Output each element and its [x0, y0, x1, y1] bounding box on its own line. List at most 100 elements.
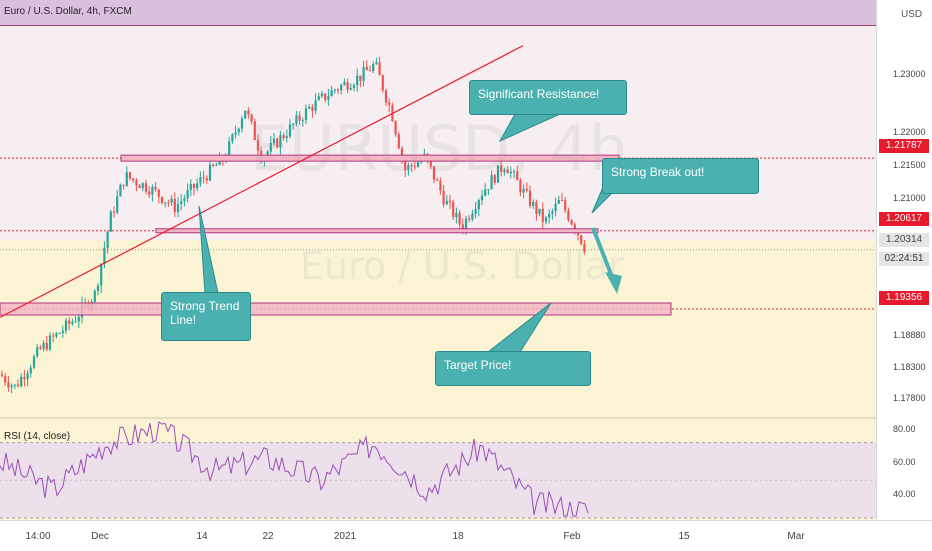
- candle-body: [176, 203, 180, 213]
- candle-body: [231, 134, 234, 142]
- candle-body: [20, 376, 23, 387]
- candle-body: [336, 89, 340, 91]
- candle-body: [493, 175, 496, 183]
- candles: [0, 56, 586, 394]
- candle-body: [340, 85, 343, 91]
- candle-body: [100, 263, 103, 286]
- candle-body: [468, 218, 471, 220]
- candle-body: [48, 335, 52, 350]
- candle-body: [186, 190, 189, 199]
- candle-body: [128, 172, 132, 179]
- candle-body: [212, 164, 215, 166]
- candle-body: [154, 186, 157, 190]
- candle-body: [484, 189, 487, 196]
- candle-body: [285, 136, 288, 139]
- callout-trend: Strong Trend Line!: [161, 292, 251, 341]
- candle-body: [141, 183, 144, 189]
- candle-body: [240, 118, 244, 129]
- candle-body: [381, 75, 384, 91]
- candle-body: [247, 110, 250, 115]
- candle-body: [208, 164, 212, 181]
- candle-body: [23, 376, 26, 380]
- candle-body: [215, 164, 218, 166]
- candle-body: [397, 134, 400, 149]
- time-tick: Mar: [787, 531, 805, 542]
- candle-body: [160, 196, 164, 203]
- time-tick: 14: [196, 531, 208, 542]
- candle-body: [199, 177, 202, 184]
- time-tick: 2021: [333, 531, 357, 542]
- candle-body: [119, 184, 122, 197]
- candle-body: [384, 90, 388, 103]
- candle-body: [64, 320, 68, 331]
- candle-body: [544, 217, 548, 222]
- rsi-tick: 80.00: [893, 424, 916, 434]
- candle-body: [276, 138, 279, 148]
- candle-body: [509, 171, 512, 174]
- candle-body: [445, 200, 448, 205]
- candle-body: [135, 180, 138, 186]
- candle-body: [487, 189, 490, 191]
- candle-body: [356, 75, 359, 86]
- candle-body: [71, 321, 74, 324]
- candle-body: [400, 148, 404, 159]
- candle-body: [106, 231, 109, 248]
- candle-body: [538, 208, 541, 214]
- candle-body: [320, 93, 324, 97]
- candle-body: [292, 123, 295, 125]
- candle-body: [564, 200, 567, 211]
- trend-line: [0, 45, 524, 318]
- candle-body: [525, 188, 528, 191]
- candle-body: [557, 199, 560, 204]
- candle-body: [228, 141, 231, 159]
- price-tag-breakout: 1.20617: [879, 212, 929, 226]
- candle-body: [132, 178, 135, 181]
- candle-body: [189, 183, 192, 191]
- candle-body: [52, 335, 55, 337]
- candle-body: [480, 195, 484, 201]
- target-arrow: [591, 227, 616, 283]
- candle-body: [7, 382, 10, 388]
- candle-body: [378, 62, 381, 76]
- candle-body: [170, 198, 173, 203]
- candle-body: [125, 172, 128, 186]
- candle-body: [279, 135, 282, 148]
- candle-body: [474, 209, 477, 214]
- candle-body: [535, 201, 538, 214]
- price-tick: 1.18880: [893, 330, 926, 340]
- candle-body: [359, 75, 362, 81]
- candle-body: [282, 135, 285, 139]
- candle-body: [404, 158, 407, 171]
- candle-body: [196, 183, 199, 189]
- candle-body: [77, 317, 80, 322]
- candle-body: [266, 151, 269, 157]
- candle-body: [365, 66, 368, 71]
- breakout-zone: [155, 228, 599, 234]
- candle-body: [506, 169, 509, 174]
- candle-body: [477, 200, 480, 210]
- candle-body: [317, 96, 320, 101]
- candle-body: [109, 211, 112, 232]
- candle-body: [528, 190, 532, 206]
- candle-body: [68, 320, 71, 324]
- candle-body: [74, 321, 77, 323]
- candle-body: [288, 124, 292, 137]
- candle-body: [269, 142, 272, 152]
- candle-body: [45, 342, 48, 350]
- candle-body: [180, 201, 183, 204]
- candle-body: [570, 220, 573, 225]
- candle-body: [58, 333, 61, 335]
- watermark-name: Euro / U.S. Dollar: [300, 244, 624, 288]
- candle-body: [407, 165, 410, 171]
- candle-body: [580, 235, 583, 245]
- candle-body: [96, 285, 100, 291]
- time-axis[interactable]: [0, 520, 932, 551]
- candle-body: [439, 180, 442, 191]
- candle-body: [183, 198, 186, 202]
- time-tick: 14:00: [25, 531, 51, 542]
- candle-body: [192, 183, 196, 189]
- candle-body: [144, 183, 148, 192]
- rsi-tick: 40.00: [893, 489, 916, 499]
- candle-body: [458, 212, 461, 225]
- price-tick: 1.18300: [893, 362, 926, 372]
